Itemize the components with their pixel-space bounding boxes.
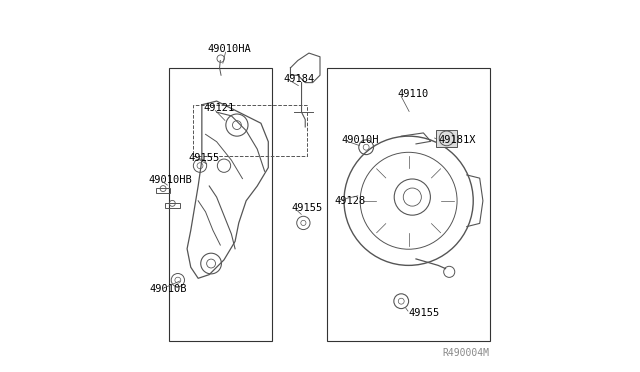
- Text: 49010HB: 49010HB: [148, 176, 192, 186]
- Bar: [165, 203, 180, 208]
- Bar: [328, 68, 490, 341]
- Text: 49128: 49128: [334, 196, 365, 206]
- Text: R490004M: R490004M: [443, 348, 490, 358]
- Text: 49010HA: 49010HA: [207, 44, 251, 54]
- Text: 49121: 49121: [204, 103, 235, 113]
- Text: 49155: 49155: [408, 308, 440, 318]
- Text: 49110: 49110: [397, 89, 429, 99]
- Text: 49010B: 49010B: [149, 284, 187, 294]
- Bar: [436, 129, 456, 147]
- Bar: [193, 105, 307, 157]
- Text: 49010H: 49010H: [341, 135, 379, 145]
- Bar: [156, 188, 170, 193]
- Bar: [168, 68, 272, 341]
- Text: 49184: 49184: [283, 74, 314, 84]
- Text: 49155: 49155: [189, 153, 220, 163]
- Text: 49155: 49155: [291, 203, 323, 213]
- Text: 49181X: 49181X: [438, 135, 476, 145]
